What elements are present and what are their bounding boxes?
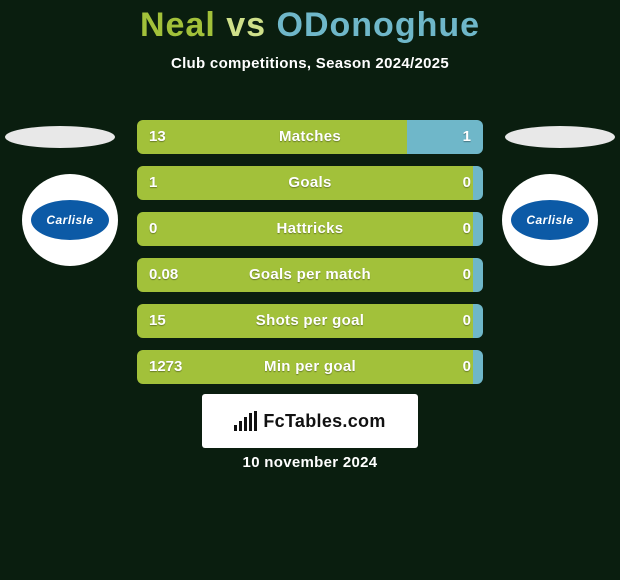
stat-label: Min per goal xyxy=(137,350,483,384)
stat-row: 10Goals xyxy=(137,166,483,200)
stat-label: Shots per goal xyxy=(137,304,483,338)
stat-row: 00Hattricks xyxy=(137,212,483,246)
club-badge-right-label: Carlisle xyxy=(511,200,589,240)
brand-badge: FcTables.com xyxy=(202,394,418,448)
stat-row: 12730Min per goal xyxy=(137,350,483,384)
decorative-ellipse-left xyxy=(5,126,115,148)
footer-date: 10 november 2024 xyxy=(0,454,620,471)
subtitle: Club competitions, Season 2024/2025 xyxy=(0,55,620,72)
stat-rows: 131Matches 10Goals 00Hattricks 0.080Goals p… xyxy=(137,120,483,396)
club-badge-left-label: Carlisle xyxy=(31,200,109,240)
stat-row: 131Matches xyxy=(137,120,483,154)
stat-row: 150Shots per goal xyxy=(137,304,483,338)
brand-bars-icon xyxy=(234,411,257,431)
comparison-infographic: Neal vs ODonoghue Club competitions, Sea… xyxy=(0,0,620,580)
brand-text: FcTables.com xyxy=(263,411,385,432)
club-badge-left: Carlisle xyxy=(22,174,118,266)
decorative-ellipse-right xyxy=(505,126,615,148)
player2-name: ODonoghue xyxy=(277,6,481,44)
stat-label: Hattricks xyxy=(137,212,483,246)
stat-label: Matches xyxy=(137,120,483,154)
stat-label: Goals xyxy=(137,166,483,200)
club-badge-right: Carlisle xyxy=(502,174,598,266)
stat-label: Goals per match xyxy=(137,258,483,292)
vs-text: vs xyxy=(226,6,266,44)
headline: Neal vs ODonoghue xyxy=(0,0,620,45)
stat-row: 0.080Goals per match xyxy=(137,258,483,292)
player1-name: Neal xyxy=(140,6,216,44)
